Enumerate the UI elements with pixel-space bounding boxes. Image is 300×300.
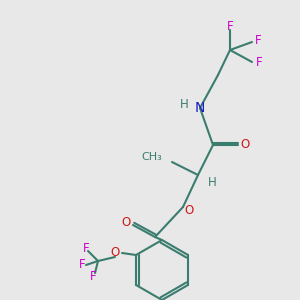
Text: F: F	[83, 242, 89, 256]
Text: O: O	[122, 217, 130, 230]
Text: F: F	[90, 271, 96, 284]
Text: H: H	[208, 176, 216, 190]
Text: F: F	[255, 34, 261, 46]
Text: H: H	[180, 98, 188, 112]
Text: O: O	[184, 203, 194, 217]
Text: F: F	[79, 259, 85, 272]
Text: N: N	[195, 101, 205, 115]
Text: F: F	[256, 56, 262, 70]
Text: O: O	[110, 245, 120, 259]
Text: F: F	[227, 20, 233, 32]
Text: CH₃: CH₃	[141, 152, 162, 162]
Text: O: O	[240, 139, 250, 152]
